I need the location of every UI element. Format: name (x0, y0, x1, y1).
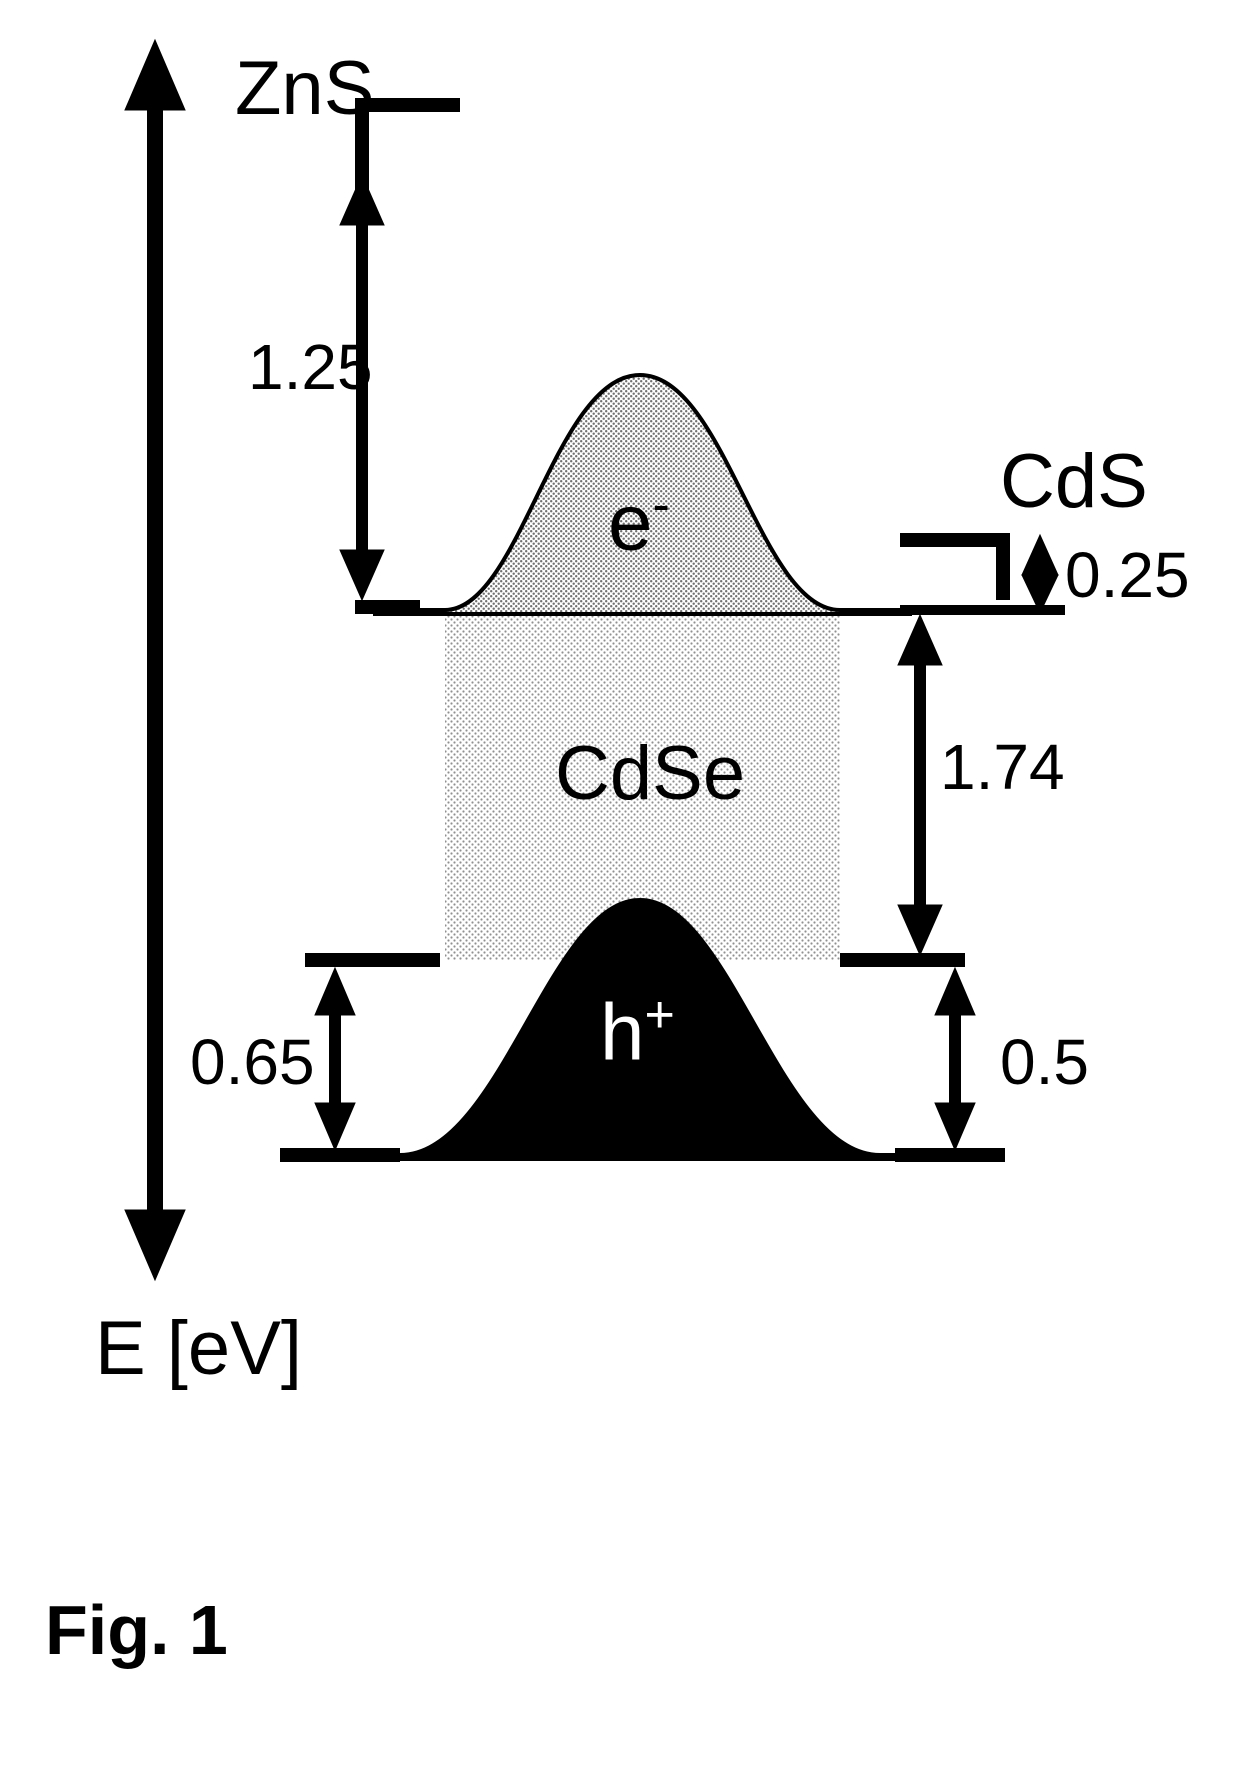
zns-label: ZnS (235, 45, 374, 132)
val-0p5: 0.5 (1000, 1025, 1089, 1099)
arrow-1p74 (898, 615, 942, 955)
val-0p25: 0.25 (1065, 538, 1190, 612)
energy-axis (125, 40, 185, 1280)
axis-label: E [eV] (95, 1305, 302, 1392)
val-1p25: 1.25 (248, 330, 373, 404)
figure-canvas: ZnS CdS CdSe e- h+ 1.25 0.25 1.74 0.65 0… (0, 0, 1240, 1772)
hole-label: h+ (600, 985, 675, 1079)
figure-caption: Fig. 1 (45, 1590, 228, 1670)
cdse-label: CdSe (555, 730, 745, 817)
val-0p65: 0.65 (190, 1025, 315, 1099)
arrow-0p25 (1022, 535, 1058, 613)
val-1p74: 1.74 (940, 730, 1065, 804)
diagram-svg (0, 0, 1240, 1772)
arrow-0p5 (935, 968, 975, 1150)
electron-label: e- (608, 475, 670, 569)
arrow-0p65 (315, 968, 355, 1150)
cds-label: CdS (1000, 438, 1148, 525)
